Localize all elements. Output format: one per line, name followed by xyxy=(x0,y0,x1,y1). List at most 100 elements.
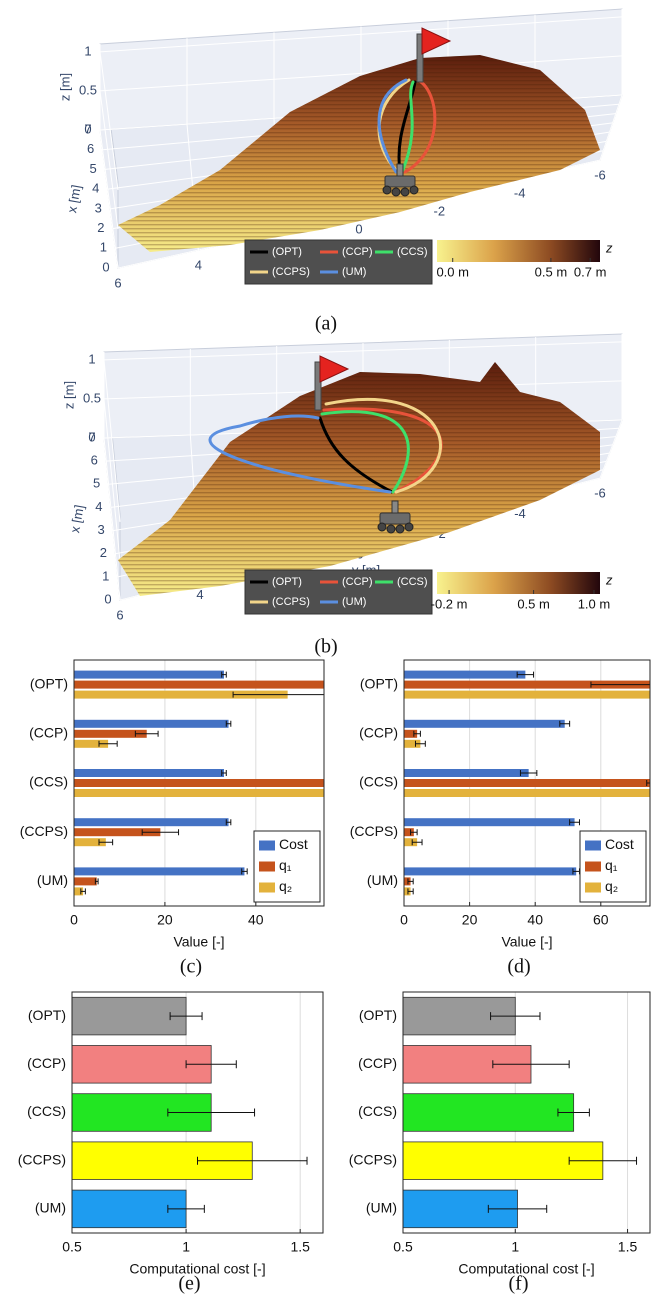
panel-bar: 0.5 1 1.5 (OPT) (CCP) (CCS) (CCPS) (UM) Computat… xyxy=(349,991,651,1295)
z-tick-label: 0.5 xyxy=(83,390,101,405)
y-tick-label: (CCS) xyxy=(358,1103,397,1119)
x-tick-label: 0 xyxy=(104,591,111,606)
error-bar xyxy=(410,829,418,836)
y-tick-label: 4 xyxy=(196,587,203,602)
error-bar xyxy=(185,1060,237,1069)
plot-frame xyxy=(71,991,324,1234)
colorbar xyxy=(437,240,600,262)
bar xyxy=(74,729,147,738)
error-bar xyxy=(225,720,232,727)
bar xyxy=(72,1189,187,1229)
z-tick-label: 0 xyxy=(84,121,91,136)
error-bar xyxy=(568,1156,638,1165)
y-tick-label: (CCP) xyxy=(359,725,398,741)
robot-mast xyxy=(396,163,404,177)
y-tick-label: (CCPS) xyxy=(349,1151,397,1167)
legend-label: (CCP) xyxy=(342,576,373,588)
bar xyxy=(404,769,529,777)
bar xyxy=(404,690,650,699)
bar xyxy=(74,779,324,787)
y-tick-label: (CCP) xyxy=(29,725,68,741)
caption: (e) xyxy=(178,1273,200,1295)
error-bar xyxy=(590,681,650,688)
error-bar xyxy=(80,888,86,895)
robot-body xyxy=(384,175,416,188)
bar xyxy=(404,828,414,837)
y-tick-label: -2 xyxy=(434,203,446,218)
caption: (f) xyxy=(509,1273,529,1295)
error-bar xyxy=(487,1204,548,1213)
caption: (b) xyxy=(314,636,337,658)
grid-line xyxy=(103,437,121,601)
z-tick-label: 0.5 xyxy=(79,82,97,97)
x-tick-label: 7 xyxy=(88,429,95,444)
legend-label: (OPT) xyxy=(272,576,302,588)
robot-wheel xyxy=(404,522,414,532)
flag xyxy=(319,355,350,383)
y-tick-label: (CCS) xyxy=(29,774,68,790)
legend-swatch xyxy=(585,840,601,851)
grid-line xyxy=(599,419,623,479)
flag xyxy=(421,27,452,55)
bar xyxy=(404,877,411,886)
y-tick-label: (CCS) xyxy=(359,774,398,790)
grid-line xyxy=(599,94,623,161)
x-tick-label: 3 xyxy=(95,200,102,215)
panel-bar: 0 20 40 60 (OPT) (CCP) (CCS) (CCPS) (UM) Value [-… xyxy=(350,659,651,978)
bar xyxy=(404,719,565,728)
error-bar xyxy=(221,770,227,776)
point-cloud-texture xyxy=(118,362,600,596)
x-axis-label: x [m] xyxy=(67,504,87,534)
trajectory xyxy=(403,78,437,174)
legend-swatch xyxy=(585,882,601,893)
y-tick-label: -4 xyxy=(514,506,526,521)
robot-wheel xyxy=(400,187,410,197)
error-bar xyxy=(569,819,580,826)
legend-swatch xyxy=(259,840,275,851)
error-bar xyxy=(225,819,232,826)
legend-box xyxy=(244,239,433,285)
grid-line xyxy=(99,90,119,229)
x-tick-label: 4 xyxy=(95,499,102,514)
caption: (d) xyxy=(507,956,530,978)
bar xyxy=(74,867,245,876)
error-bar xyxy=(492,1060,570,1069)
colorbar xyxy=(437,572,600,594)
legend-label: (CCS) xyxy=(397,576,428,588)
x-tick-label: 2 xyxy=(100,545,107,560)
x-tick-label: 5 xyxy=(93,476,100,491)
trajectory xyxy=(377,78,408,174)
y-tick-label: (CCS) xyxy=(27,1103,66,1119)
robot-mast xyxy=(391,500,399,514)
y-tick-label: (UM) xyxy=(35,1200,66,1216)
y-tick-label: (UM) xyxy=(37,872,68,888)
robot-wheel xyxy=(391,187,401,197)
bar xyxy=(74,719,229,728)
bars xyxy=(403,996,638,1229)
robot-wheel xyxy=(382,185,392,195)
y-tick-label: 6 xyxy=(114,275,121,290)
colorbar-label: z xyxy=(605,240,613,255)
error-bar xyxy=(646,780,650,786)
bar xyxy=(74,887,84,896)
y-tick-label: (CCP) xyxy=(358,1055,397,1071)
y-tick-label: (CCPS) xyxy=(20,823,68,839)
error-bar xyxy=(411,839,423,846)
x-tick-label: 0.5 xyxy=(393,1239,413,1255)
error-bar xyxy=(167,1204,205,1213)
robot-wheel xyxy=(395,524,405,534)
error-bar xyxy=(232,691,324,698)
legend-box xyxy=(244,569,433,615)
y-tick-label: -6 xyxy=(594,485,606,500)
legend-label: (CCPS) xyxy=(272,266,310,278)
trajectory xyxy=(208,414,392,494)
robot-wheel xyxy=(409,185,419,195)
panel-bar: 0 20 40 (OPT) (CCP) (CCS) (CCPS) (UM) Value [-] C… xyxy=(20,659,325,978)
y-tick-label: (OPT) xyxy=(30,675,68,691)
x-tick-label: 6 xyxy=(91,453,98,468)
z-axis-label: z [m] xyxy=(57,73,72,101)
robot-body xyxy=(379,512,411,525)
error-bar xyxy=(414,740,426,747)
colorbar-tick-label: 0.5 m xyxy=(535,264,568,279)
x-tick-label: 4 xyxy=(92,181,99,196)
